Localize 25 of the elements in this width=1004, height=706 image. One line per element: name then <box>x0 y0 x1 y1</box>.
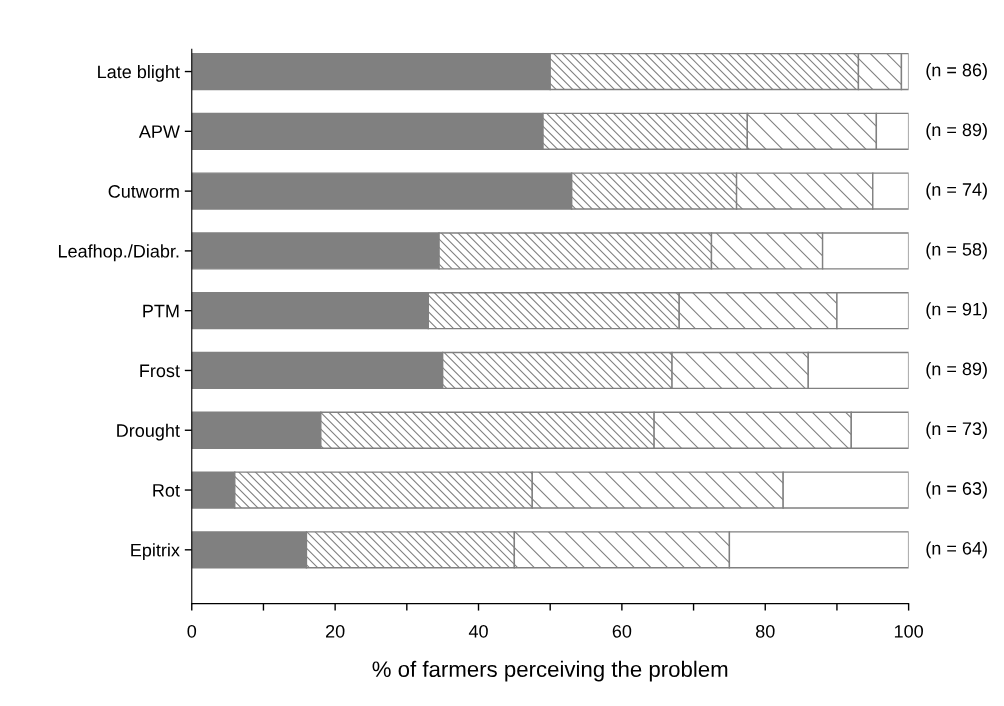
y-tick-label: Epitrix <box>131 543 180 561</box>
y-tick-label: Frost <box>140 364 180 378</box>
x-tick-label: 100 <box>894 624 923 638</box>
y-tick-label: APW <box>138 125 180 138</box>
y-tick-label: Cutworm <box>108 185 179 198</box>
x-tick-label: 20 <box>326 624 345 638</box>
x-tick-label: 0 <box>187 624 197 638</box>
x-tick-label: 40 <box>468 624 488 638</box>
y-tick-label: PTM <box>143 304 179 318</box>
y-tick-label: Leafhop./Diabr. <box>58 244 179 262</box>
y-tick-label: Drought <box>117 423 180 441</box>
text: (n = 89) <box>926 362 987 379</box>
y-tick-label: Late blight <box>98 65 180 82</box>
text: (n = 74) <box>926 182 987 200</box>
text: (n = 91) <box>926 302 987 320</box>
text: (n = 63) <box>926 481 987 499</box>
text: (n = 86) <box>926 63 987 80</box>
text: (n = 73) <box>926 421 987 439</box>
y-tick-label: Rot <box>153 484 180 497</box>
text: (n = 89) <box>926 122 987 140</box>
text: (n = 64) <box>926 541 987 559</box>
x-tick-label: 80 <box>755 624 775 638</box>
x-axis-title: % of farmers perceiving the problem <box>372 660 728 682</box>
x-tick-label: 60 <box>612 624 632 638</box>
text: (n = 58) <box>926 242 987 260</box>
